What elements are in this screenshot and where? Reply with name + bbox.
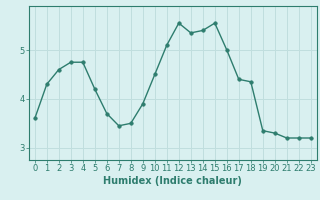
X-axis label: Humidex (Indice chaleur): Humidex (Indice chaleur): [103, 176, 242, 186]
